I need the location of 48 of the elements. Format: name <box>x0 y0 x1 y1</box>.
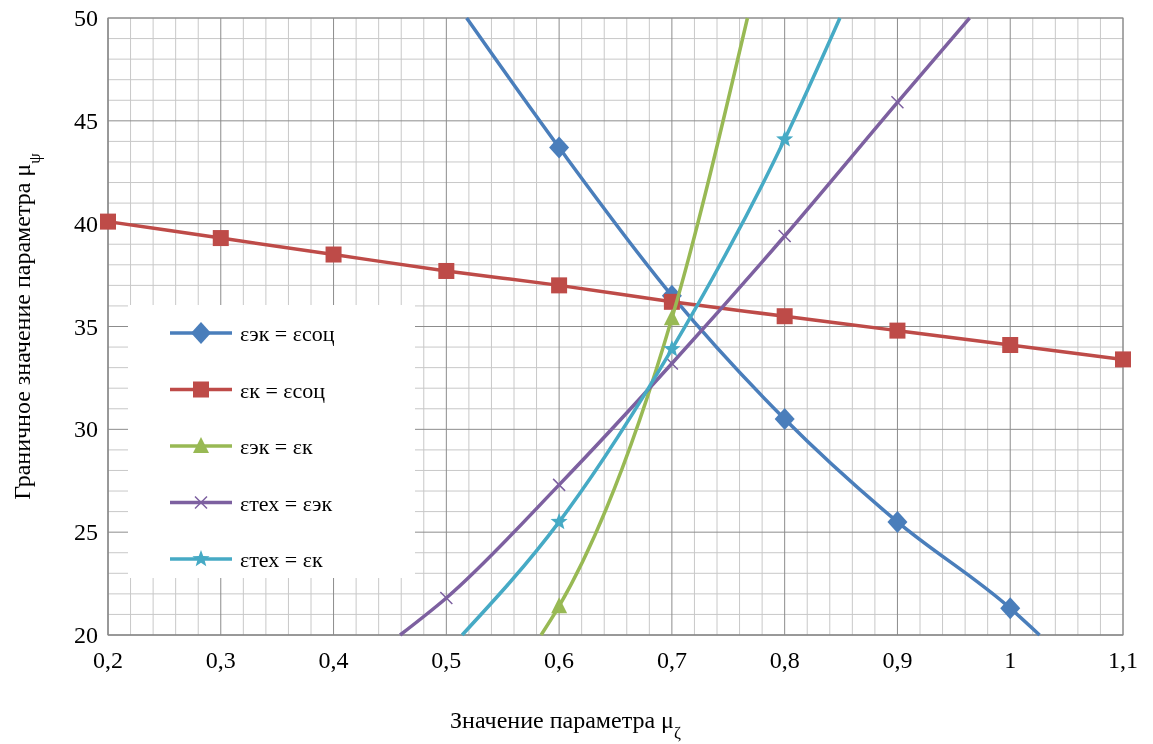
point <box>439 591 454 605</box>
point <box>549 136 570 159</box>
x-tick-label: 0,5 <box>431 647 462 673</box>
legend-label: εтех = εк <box>240 547 323 572</box>
point <box>552 478 566 492</box>
legend-label: εэк = εк <box>240 434 314 459</box>
point <box>100 213 116 230</box>
x-tick-label: 0,3 <box>205 647 236 673</box>
point <box>774 408 795 431</box>
x-axis-title: Значение параметра μ$_{ζ}$ <box>450 707 681 742</box>
line-series <box>398 16 972 637</box>
point <box>665 356 679 371</box>
y-tick-label: 35 <box>74 313 98 340</box>
y-tick-label: 25 <box>74 519 98 546</box>
legend-label: εк = εсоц <box>240 377 326 403</box>
legend-label: εэк = εсоц <box>240 321 335 346</box>
point <box>1000 597 1021 620</box>
line-series <box>460 16 842 637</box>
y-tick-label: 50 <box>74 5 98 31</box>
point <box>438 262 455 279</box>
x-tick-label: 0,8 <box>769 647 800 673</box>
point <box>1115 351 1131 368</box>
y-tick-label: 40 <box>74 210 98 237</box>
line-series <box>464 16 1042 637</box>
point <box>776 308 793 325</box>
point <box>777 229 792 243</box>
point <box>551 277 568 294</box>
x-tick-label: 0,4 <box>318 647 349 673</box>
line-series <box>539 16 750 637</box>
point <box>887 510 908 533</box>
y-tick-label: 30 <box>74 416 98 443</box>
x-tick-label: 1 <box>1004 647 1017 673</box>
point <box>663 340 681 357</box>
point <box>550 512 568 530</box>
x-tick-label: 0,2 <box>93 647 123 673</box>
y-tick-label: 45 <box>74 107 98 134</box>
point <box>889 322 906 339</box>
point <box>890 95 905 110</box>
point <box>325 246 342 263</box>
legend-label: εтех = εэк <box>240 490 333 516</box>
point <box>776 130 794 147</box>
x-tick-label: 0,9 <box>882 647 913 673</box>
point <box>212 230 229 247</box>
x-tick-label: 0,6 <box>544 647 575 673</box>
y-tick-label: 20 <box>74 622 98 648</box>
x-tick-label: 1,1 <box>1108 647 1138 673</box>
point <box>1002 337 1019 354</box>
x-tick-label: 0,7 <box>656 647 687 673</box>
